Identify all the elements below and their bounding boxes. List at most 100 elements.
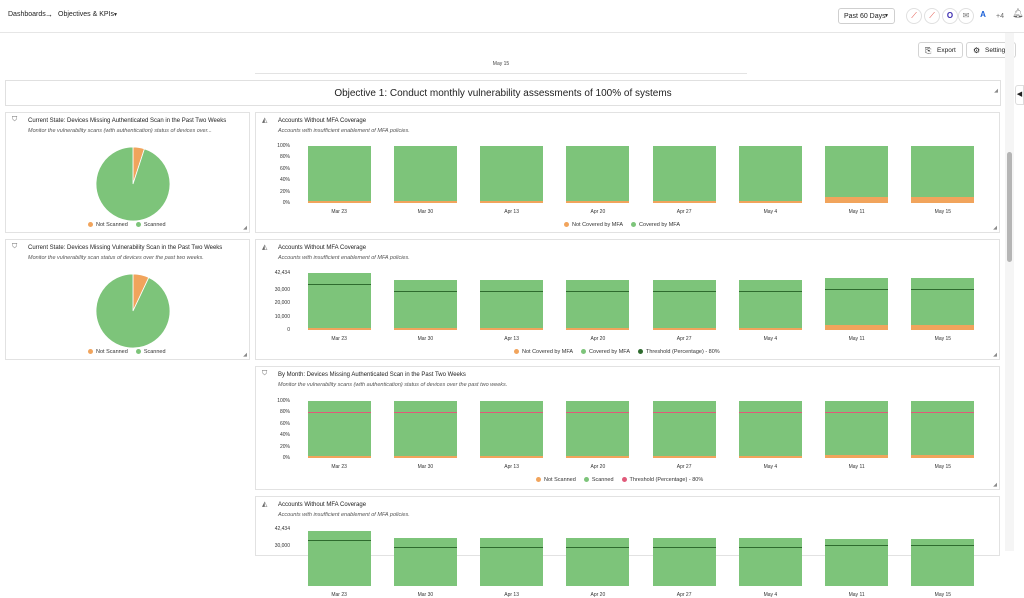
bar-segment-covered[interactable] [825, 278, 889, 326]
bar-segment-covered[interactable] [566, 279, 630, 328]
bar-segment-covered[interactable] [652, 279, 716, 328]
bar-segment-covered[interactable] [393, 537, 457, 586]
legend-item[interactable]: Threshold (Percentage) - 80% [638, 349, 720, 355]
more-integrations-count[interactable]: +4 [996, 13, 1004, 20]
bar-segment-covered[interactable] [652, 537, 716, 586]
bar-segment-covered[interactable] [393, 279, 457, 328]
bar[interactable] [566, 279, 630, 330]
bar-segment-covered[interactable] [307, 401, 371, 457]
bar[interactable] [738, 146, 802, 203]
legend-item[interactable]: Covered by MFA [581, 349, 630, 355]
legend-item[interactable]: Scanned [583, 477, 614, 483]
resize-handle-icon[interactable]: ◢ [993, 352, 997, 358]
bar[interactable] [480, 279, 544, 330]
bar-segment-not-covered[interactable] [738, 456, 802, 458]
bar[interactable] [307, 146, 371, 203]
scrollbar-track[interactable] [1005, 33, 1014, 551]
bar[interactable] [480, 146, 544, 203]
bar-segment-covered[interactable] [307, 273, 371, 328]
bar[interactable] [738, 279, 802, 330]
bar-segment-covered[interactable] [307, 531, 371, 586]
resize-handle-icon[interactable]: ◢ [993, 225, 997, 231]
bar-segment-covered[interactable] [825, 401, 889, 455]
bar-segment-not-covered[interactable] [652, 327, 716, 330]
breadcrumb-dashboards[interactable]: Dashboards [8, 11, 46, 18]
bar-segment-covered[interactable] [911, 538, 975, 586]
bar[interactable] [738, 401, 802, 458]
bar-segment-not-covered[interactable] [307, 200, 371, 203]
integration-icon-1[interactable]: ⟋ [906, 8, 922, 24]
bar-segment-not-covered[interactable] [652, 456, 716, 458]
resize-handle-icon[interactable]: ◢ [243, 352, 247, 358]
bar-segment-covered[interactable] [738, 279, 802, 328]
bar-segment-covered[interactable] [738, 401, 802, 457]
bar-segment-covered[interactable] [911, 146, 975, 198]
bar[interactable] [911, 146, 975, 203]
settings-button[interactable]: ⚙ Settings [966, 42, 1016, 58]
bar[interactable] [825, 278, 889, 330]
bar-segment-not-covered[interactable] [566, 456, 630, 458]
bar-segment-not-covered[interactable] [825, 325, 889, 330]
bar-segment-not-covered[interactable] [738, 200, 802, 203]
bar-segment-not-covered[interactable] [825, 454, 889, 458]
bar-segment-covered[interactable] [393, 146, 457, 201]
bar[interactable] [566, 537, 630, 586]
bar-segment-not-covered[interactable] [393, 456, 457, 458]
bell-icon[interactable]: 🔔︎ [1012, 8, 1024, 18]
bar-segment-covered[interactable] [307, 146, 371, 201]
bar[interactable] [825, 401, 889, 458]
bar-segment-covered[interactable] [566, 401, 630, 457]
bar-segment-covered[interactable] [911, 401, 975, 455]
bar-segment-not-covered[interactable] [911, 325, 975, 330]
bar[interactable] [480, 537, 544, 586]
bar-segment-not-covered[interactable] [480, 327, 544, 330]
bar[interactable] [911, 401, 975, 458]
resize-handle-icon[interactable]: ◢ [243, 225, 247, 231]
bar-segment-covered[interactable] [825, 146, 889, 198]
bar-segment-covered[interactable] [566, 537, 630, 586]
bar[interactable] [652, 279, 716, 330]
bar-segment-covered[interactable] [393, 401, 457, 457]
legend-item[interactable]: Threshold (Percentage) - 80% [621, 477, 703, 483]
bar-segment-covered[interactable] [738, 537, 802, 586]
bar[interactable] [307, 401, 371, 458]
chevron-down-icon[interactable]: ▼ [113, 12, 118, 18]
bar[interactable] [566, 401, 630, 458]
legend-item[interactable]: Not Scanned [536, 477, 576, 483]
bar-segment-not-covered[interactable] [566, 200, 630, 203]
bar[interactable] [393, 279, 457, 330]
bar[interactable] [480, 401, 544, 458]
legend-item[interactable]: Scanned [135, 349, 166, 355]
bar[interactable] [652, 537, 716, 586]
breadcrumb-current[interactable]: Objectives & KPIs [58, 11, 115, 18]
bar-segment-not-covered[interactable] [566, 327, 630, 330]
bar-segment-covered[interactable] [480, 401, 544, 457]
bar-segment-not-covered[interactable] [307, 456, 371, 458]
pie-slice[interactable] [95, 273, 171, 349]
bar-segment-not-covered[interactable] [480, 456, 544, 458]
bar[interactable] [307, 531, 371, 586]
bar-segment-not-covered[interactable] [393, 200, 457, 203]
legend-item[interactable]: Covered by MFA [631, 222, 680, 228]
legend-item[interactable]: Not Covered by MFA [564, 222, 623, 228]
bar[interactable] [307, 273, 371, 330]
integration-icon-2[interactable]: ⟋ [924, 8, 940, 24]
integration-icon-3[interactable]: O [942, 8, 958, 24]
bar-segment-covered[interactable] [911, 278, 975, 326]
bar-segment-not-covered[interactable] [393, 327, 457, 330]
bar-segment-not-covered[interactable] [911, 454, 975, 458]
legend-item[interactable]: Scanned [135, 222, 166, 228]
bar-segment-covered[interactable] [566, 146, 630, 201]
bar-segment-covered[interactable] [652, 401, 716, 457]
bar-segment-not-covered[interactable] [911, 197, 975, 203]
resize-handle-icon[interactable]: ◢ [994, 88, 998, 94]
bar-segment-not-covered[interactable] [825, 197, 889, 203]
mail-icon[interactable]: ✉ [958, 8, 974, 24]
bar-segment-covered[interactable] [738, 146, 802, 201]
bar-segment-covered[interactable] [480, 279, 544, 328]
pie-slice[interactable] [95, 146, 171, 222]
bar-segment-not-covered[interactable] [307, 328, 371, 330]
bar[interactable] [825, 538, 889, 586]
bar[interactable] [911, 538, 975, 586]
legend-item[interactable]: Not Covered by MFA [514, 349, 573, 355]
